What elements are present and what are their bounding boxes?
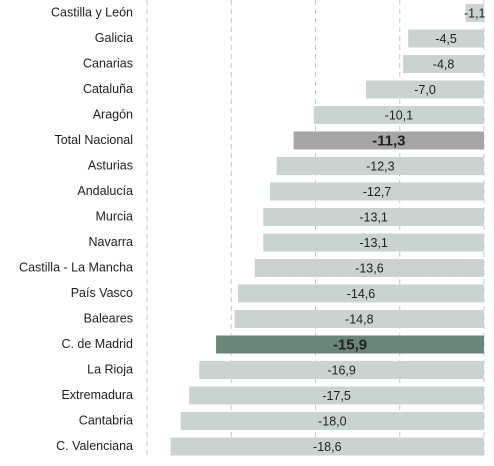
category-label: Andalucía [77, 184, 133, 198]
value-label: -1,1 [464, 6, 486, 20]
category-label: La Rioja [87, 362, 133, 376]
value-label: -4,5 [435, 32, 457, 46]
value-label: -16,9 [327, 363, 356, 377]
value-label: -17,5 [322, 389, 351, 403]
category-label: Cantabria [79, 413, 133, 427]
value-label: -14,8 [345, 312, 374, 326]
value-label: -14,6 [347, 287, 376, 301]
bar [270, 182, 484, 201]
value-label: -15,9 [333, 336, 367, 353]
bar [313, 106, 484, 124]
value-label: -4,8 [433, 57, 455, 71]
value-label: -10,1 [385, 108, 414, 122]
category-label: Aragón [93, 107, 133, 121]
bar [293, 131, 484, 150]
category-label: C. Valenciana [56, 439, 133, 453]
value-label: -7,0 [414, 83, 436, 97]
value-label: -13,1 [359, 210, 388, 224]
bar [254, 259, 484, 277]
bar [465, 4, 484, 22]
category-label: Galicia [95, 31, 133, 45]
value-label: -13,1 [359, 236, 388, 250]
bar [189, 386, 484, 405]
bar [180, 412, 484, 430]
category-label: Castilla - La Mancha [19, 260, 133, 274]
category-label: Asturias [88, 158, 133, 172]
category-label: Castilla y León [51, 5, 133, 19]
value-label: -12,3 [366, 159, 395, 173]
bar [237, 284, 484, 303]
category-label: C. de Madrid [61, 337, 133, 351]
category-label: País Vasco [71, 286, 133, 300]
bar [263, 208, 484, 226]
bar [263, 233, 484, 252]
bar [199, 361, 485, 379]
category-label: Baleares [84, 311, 133, 325]
value-label: -18,6 [313, 440, 342, 454]
value-label: -13,6 [355, 261, 384, 275]
bar [170, 437, 484, 456]
category-label: Canarias [83, 56, 133, 70]
category-label: Cataluña [83, 82, 133, 96]
value-label: -12,7 [363, 185, 392, 199]
value-label: -11,3 [372, 132, 405, 149]
value-label: -18,0 [318, 414, 347, 428]
category-label: Total Nacional [54, 133, 133, 147]
bar [216, 335, 484, 354]
category-label: Navarra [89, 235, 134, 249]
category-label: Murcia [95, 209, 133, 223]
bar [276, 157, 484, 175]
bar [408, 29, 484, 48]
bar [234, 310, 484, 328]
category-label: Extremadura [61, 388, 133, 402]
bar [366, 80, 484, 99]
bar [403, 55, 484, 73]
